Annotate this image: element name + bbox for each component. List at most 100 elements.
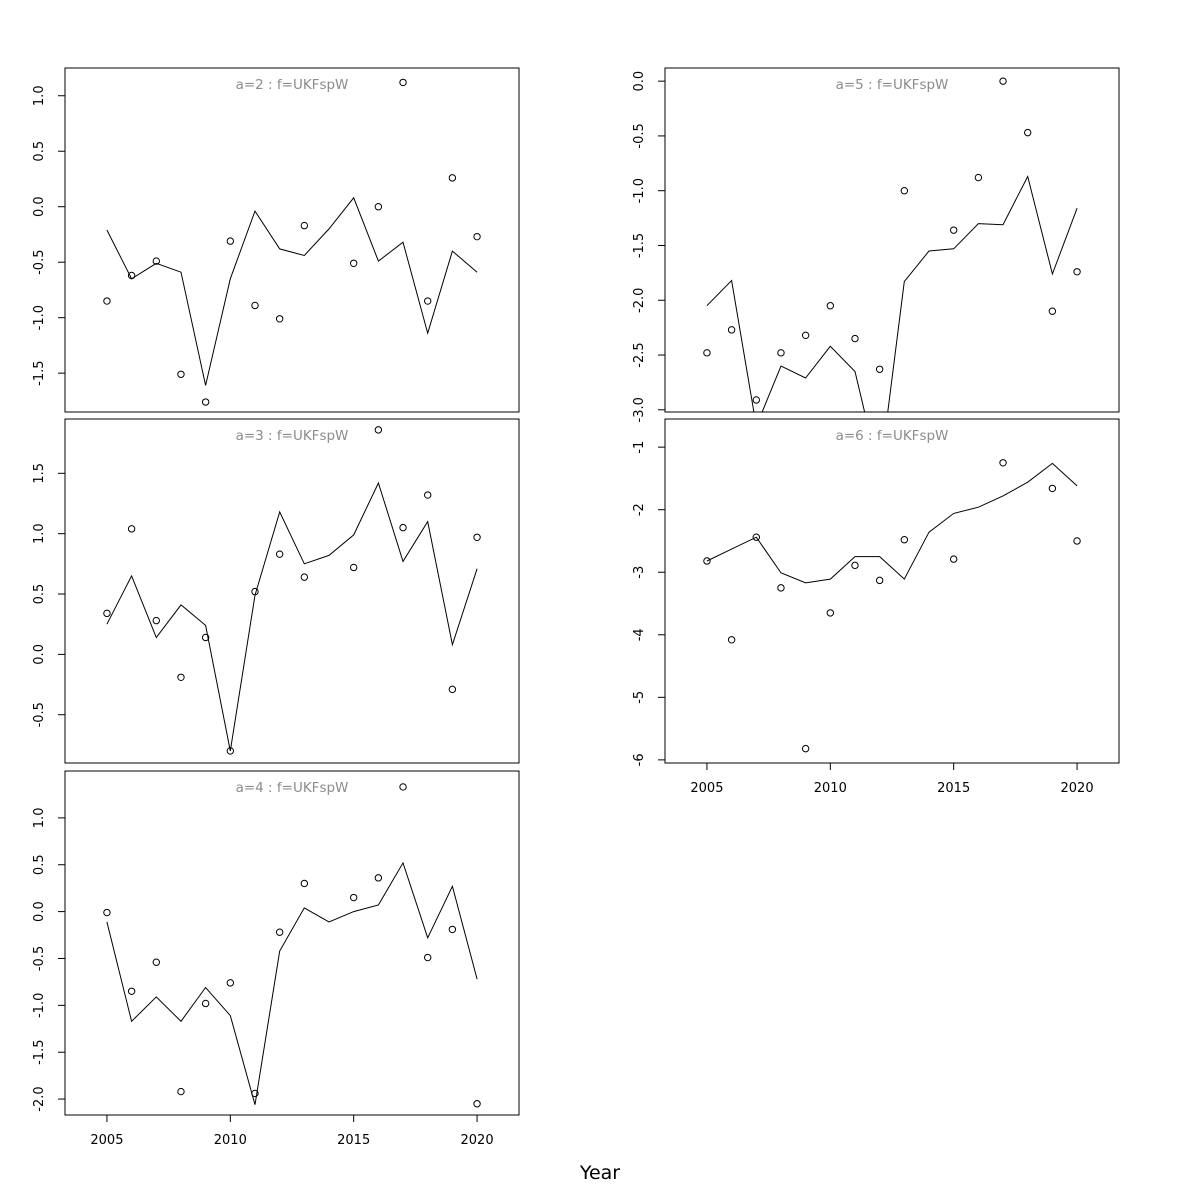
panel-frame bbox=[664, 418, 1120, 764]
observed-point bbox=[374, 203, 383, 211]
y-tick-label: -2.5 bbox=[632, 342, 647, 367]
observed-point bbox=[226, 979, 235, 987]
observed-point bbox=[851, 561, 859, 570]
observed-point bbox=[703, 557, 711, 565]
observed-point bbox=[399, 78, 407, 87]
observed-point bbox=[801, 744, 810, 753]
observed-point bbox=[177, 370, 185, 378]
y-tick-label: 0.0 bbox=[32, 901, 47, 922]
fitted-line bbox=[106, 861, 478, 1105]
observed-point bbox=[949, 555, 958, 563]
fitted-line bbox=[106, 481, 478, 751]
observed-point bbox=[399, 523, 407, 532]
observed-point bbox=[300, 879, 309, 888]
observed-point bbox=[448, 685, 457, 694]
observed-point bbox=[777, 349, 785, 357]
observed-point bbox=[374, 874, 383, 882]
y-tick-label: -1.5 bbox=[632, 233, 647, 258]
y-tick-label: -2 bbox=[632, 503, 647, 516]
observed-point bbox=[826, 302, 835, 310]
observed-point bbox=[103, 609, 111, 618]
observed-point bbox=[473, 1100, 481, 1108]
observed-point bbox=[974, 173, 983, 182]
plot-area bbox=[703, 77, 1081, 412]
observed-point bbox=[949, 226, 958, 234]
observed-point bbox=[1073, 537, 1081, 545]
observed-point bbox=[900, 187, 909, 195]
y-tick-label: -0.5 bbox=[632, 123, 647, 148]
observed-point bbox=[201, 398, 210, 406]
observed-point bbox=[201, 633, 210, 642]
observed-point bbox=[851, 334, 859, 343]
observed-point bbox=[424, 491, 432, 499]
plot-area bbox=[103, 783, 481, 1108]
observed-point bbox=[226, 237, 235, 245]
y-tick-label: -4 bbox=[632, 628, 647, 641]
fitted-line bbox=[706, 175, 1078, 412]
y-tick-label: 1.0 bbox=[32, 523, 47, 544]
y-tick-label: 1.0 bbox=[32, 85, 47, 106]
y-tick-label: -3 bbox=[632, 566, 647, 579]
y-tick-label: 0.5 bbox=[32, 584, 47, 605]
observed-point bbox=[703, 349, 711, 357]
observed-point bbox=[127, 525, 136, 533]
y-tick-label: 0.5 bbox=[32, 141, 47, 162]
panel-title: a=6 : f=UKFspW bbox=[836, 428, 949, 444]
observed-point bbox=[177, 673, 185, 682]
observed-point bbox=[251, 587, 259, 596]
y-tick-label: 0.0 bbox=[32, 196, 47, 217]
observed-point bbox=[448, 925, 457, 934]
x-tick-label: 2005 bbox=[90, 1133, 123, 1148]
x-tick-label: 2020 bbox=[1061, 781, 1094, 796]
panel-frame bbox=[64, 418, 520, 764]
observed-point bbox=[875, 365, 884, 373]
observed-point bbox=[349, 563, 358, 572]
observed-point bbox=[801, 331, 810, 340]
observed-point bbox=[251, 301, 259, 310]
observed-point bbox=[424, 953, 432, 962]
y-tick-label: -6 bbox=[632, 753, 647, 766]
observed-point bbox=[875, 576, 884, 585]
observed-point bbox=[727, 636, 736, 644]
panel-5: a=6 : f=UKFspW -1 -2 -3 -4 -5 -6 2005 2010 2015 20… bbox=[632, 418, 1120, 796]
panel-4: a=5 : f=UKFspW 0.0 -0.5 -1.0 -1.5 -2.0 -2.5 -3.… bbox=[632, 67, 1120, 422]
x-tick-label: 2015 bbox=[937, 781, 970, 796]
observed-point bbox=[999, 77, 1007, 85]
observed-point bbox=[752, 396, 760, 404]
observed-point bbox=[152, 257, 160, 265]
x-tick-label: 2020 bbox=[461, 1133, 494, 1148]
observed-point bbox=[374, 426, 383, 434]
observed-point bbox=[399, 783, 407, 791]
observed-point bbox=[1048, 307, 1057, 315]
y-tick-label: 1.0 bbox=[32, 808, 47, 829]
observed-point bbox=[473, 533, 481, 541]
plot-area bbox=[703, 459, 1081, 753]
panel-frame bbox=[64, 770, 520, 1116]
observed-point bbox=[1024, 128, 1032, 137]
y-tick-label: -5 bbox=[632, 691, 647, 704]
x-axis-label: Year bbox=[579, 1162, 620, 1184]
panel-frame bbox=[64, 67, 520, 413]
fitted-line bbox=[706, 462, 1078, 584]
plot-area bbox=[103, 78, 481, 406]
x-tick-label: 2010 bbox=[214, 1133, 247, 1148]
panel-title: a=3 : f=UKFspW bbox=[236, 428, 349, 444]
panel-3: a=4 : f=UKFspW 1.0 0.5 0.0 -0.5 -1.0 -1.5 -2.0 2… bbox=[32, 770, 520, 1148]
y-tick-label: -0.5 bbox=[32, 250, 47, 275]
y-tick-label: -1.5 bbox=[32, 360, 47, 385]
observed-point bbox=[275, 315, 284, 323]
observed-point bbox=[201, 999, 210, 1008]
y-tick-label: -1.0 bbox=[32, 993, 47, 1018]
observed-point bbox=[127, 271, 136, 280]
observed-point bbox=[727, 326, 736, 334]
panel-title: a=4 : f=UKFspW bbox=[236, 780, 349, 796]
y-tick-label: 1.5 bbox=[32, 463, 47, 484]
y-tick-label: -2.0 bbox=[632, 288, 647, 313]
panel-2: a=3 : f=UKFspW 1.5 1.0 0.5 0.0 -0.5 bbox=[32, 418, 520, 764]
y-tick-label: -1 bbox=[632, 441, 647, 454]
y-tick-label: 0.0 bbox=[632, 71, 647, 92]
observed-point bbox=[103, 297, 111, 305]
observed-point bbox=[1048, 484, 1057, 493]
y-tick-label: -3.0 bbox=[632, 397, 647, 422]
